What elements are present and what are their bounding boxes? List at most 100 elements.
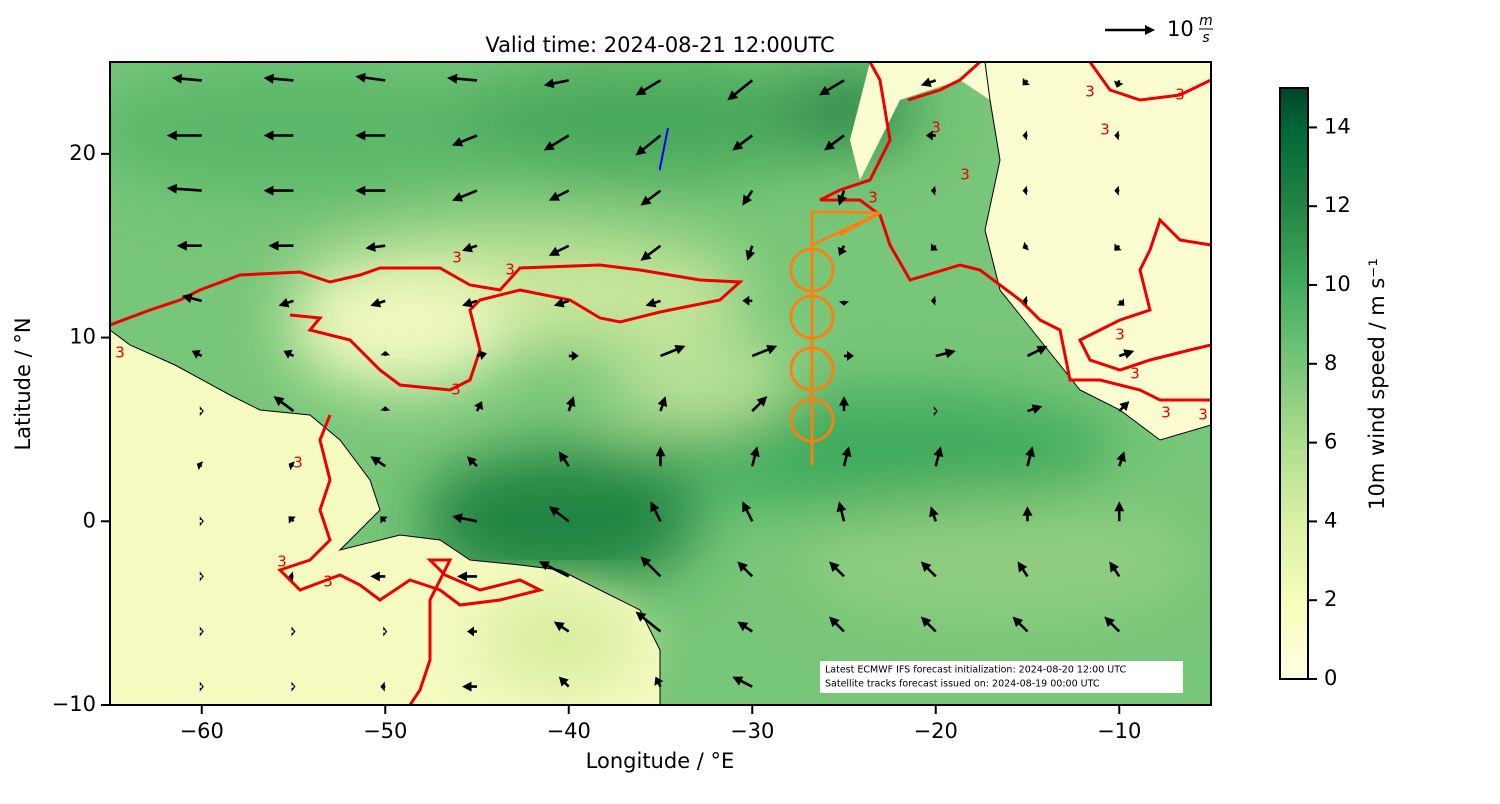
- wind-arrow: [635, 79, 662, 96]
- wind-arrow: [824, 134, 845, 151]
- wind-arrow: [920, 561, 937, 578]
- wind-arrow: [836, 501, 847, 522]
- wind-arrow: [171, 73, 202, 84]
- wind-arrow: [745, 245, 756, 261]
- coastline: [984, 62, 1211, 441]
- y-tick-label: 10: [69, 325, 96, 349]
- wind-arrow: [1116, 451, 1126, 467]
- wind-arrow: [380, 681, 386, 692]
- wind-arrow: [370, 456, 386, 468]
- coastline: [110, 329, 661, 705]
- wind-arrow: [750, 446, 760, 467]
- wind-arrow: [737, 621, 753, 633]
- wind-arrow: [839, 396, 849, 412]
- wind-arrow: [447, 73, 478, 84]
- wind-arrow: [925, 130, 936, 141]
- quiver-key-value: 10: [1167, 17, 1194, 41]
- wind-arrow: [1109, 561, 1121, 578]
- y-tick-label: −10: [52, 692, 96, 716]
- contour-line: [110, 263, 744, 392]
- wind-arrow: [839, 300, 849, 306]
- wind-arrow: [538, 561, 570, 578]
- wind-arrow: [199, 571, 204, 582]
- contour-label: 3: [1115, 326, 1125, 344]
- wind-arrow: [268, 240, 294, 251]
- satellite-track: [659, 127, 881, 465]
- wind-arrow: [462, 298, 478, 308]
- wind-arrow: [635, 134, 662, 156]
- wind-arrow: [751, 345, 778, 358]
- wind-arrow: [476, 350, 487, 360]
- contour-line: [1088, 62, 1211, 102]
- wind-arrow: [837, 190, 847, 206]
- colorbar-tick-label: 2: [1324, 587, 1337, 611]
- colorbar: [1279, 87, 1309, 680]
- wind-arrow: [565, 396, 576, 412]
- colorbar-label: 10m wind speed / m s⁻¹: [1365, 258, 1389, 510]
- colorbar-tick-label: 12: [1324, 193, 1351, 217]
- quiver-key-unit: s: [1202, 30, 1209, 46]
- contour-label: 3: [505, 261, 515, 279]
- wind-arrow: [553, 298, 570, 308]
- x-tick-label: −60: [180, 719, 224, 743]
- wind-arrow: [548, 244, 570, 256]
- wind-arrow: [462, 681, 477, 692]
- contour-label: 3: [1175, 86, 1185, 104]
- track-circle: [789, 346, 835, 392]
- wind-arrow: [657, 396, 668, 412]
- map-background: 3 3 3 3 3 3 3 3 3 3 3 3 3 3 3 3 3: [110, 62, 1211, 705]
- wind-arrow: [1012, 616, 1029, 633]
- x-tick-label: −50: [363, 719, 407, 743]
- wind-arrow: [196, 461, 204, 471]
- wind-arrow: [655, 446, 666, 467]
- wind-arrow: [751, 396, 768, 412]
- wind-arrow: [199, 681, 204, 692]
- x-axis-label: Longitude / °E: [586, 749, 735, 773]
- colorbar-tick-label: 4: [1324, 508, 1337, 532]
- wind-arrow: [176, 240, 202, 251]
- wind-arrow: [930, 185, 936, 196]
- wind-arrow: [742, 501, 754, 522]
- wind-arrow: [263, 185, 294, 196]
- contour-line: [277, 414, 545, 705]
- wind-arrow: [1022, 506, 1033, 522]
- contour-label: 3: [451, 381, 461, 399]
- wind-arrow: [1116, 298, 1125, 306]
- wind-arrow: [737, 561, 754, 578]
- wind-arrow: [829, 561, 845, 578]
- wind-arrow: [935, 348, 956, 359]
- track-circle: [789, 294, 835, 340]
- contour-labels: 3 3 3 3 3 3 3 3 3 3 3 3 3 3 3 3 3: [115, 83, 1208, 591]
- wind-arrow: [819, 79, 845, 96]
- y-axis-label: Latitude / °N: [11, 317, 35, 450]
- wind-arrow: [933, 446, 944, 467]
- wind-arrow: [1027, 404, 1043, 414]
- contour-label: 3: [452, 249, 462, 267]
- wind-arrow: [829, 616, 845, 633]
- wind-arrow: [467, 626, 477, 637]
- wind-arrow: [548, 189, 570, 201]
- contour-label: 3: [115, 344, 125, 362]
- contour-label: 3: [1085, 83, 1095, 101]
- wind-arrow: [166, 183, 202, 194]
- wind-arrow: [543, 134, 570, 151]
- wind-arrow: [452, 134, 478, 147]
- wind-arrow: [355, 72, 386, 83]
- y-tick-label: 20: [69, 141, 96, 165]
- wind-arrow: [732, 134, 753, 151]
- wind-arrow: [273, 396, 295, 413]
- wind-arrow: [380, 406, 391, 412]
- wind-arrow: [380, 516, 388, 524]
- wind-arrow: [543, 78, 569, 89]
- wind-arrow: [1113, 80, 1124, 88]
- wind-arrow: [283, 349, 295, 359]
- track-circle: [789, 247, 835, 293]
- wind-arrow: [452, 189, 478, 202]
- contour-label: 3: [277, 553, 287, 571]
- colorbar-tick-label: 0: [1324, 666, 1337, 690]
- wind-arrow: [1022, 295, 1028, 306]
- quiver-key-unit: m: [1199, 13, 1213, 29]
- wind-arrow: [742, 295, 753, 306]
- wind-arrow: [558, 676, 570, 688]
- annotation-box: [820, 661, 1183, 693]
